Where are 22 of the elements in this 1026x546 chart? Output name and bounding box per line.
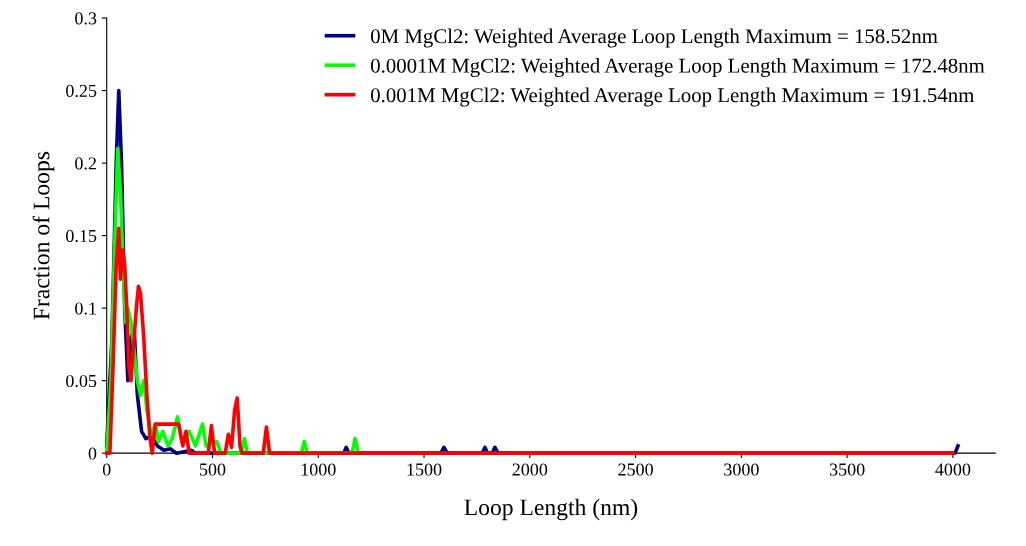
legend-label: 0.0001M MgCl2: Weighted Average Loop Length Maximum = 172.48nm: [371, 58, 985, 78]
x-tick-label: 3500: [829, 463, 865, 476]
y-axis-title: Fraction of Loops: [32, 151, 55, 320]
y-tick-label: 0.25: [66, 84, 97, 98]
y-tick-label: 0.05: [66, 374, 97, 388]
x-tick-label: 500: [199, 463, 226, 476]
legend-label: 0M MgCl2: Weighted Average Loop Length Maximum = 158.52nm: [371, 28, 938, 48]
y-tick-label: 0.1: [75, 302, 96, 315]
x-tick-label: 1000: [301, 463, 336, 476]
y-tick-label: 0.15: [66, 229, 97, 243]
y-tick-label: 0: [88, 447, 97, 460]
x-tick-label: 4000: [935, 463, 971, 476]
x-tick-label: 2500: [618, 463, 653, 476]
x-tick-label: 2000: [512, 463, 548, 476]
y-tick-label: 0.2: [75, 157, 96, 170]
x-axis-title: Loop Length (nm): [464, 498, 638, 521]
line-series: [104, 226, 955, 455]
x-tick-label: 3000: [724, 463, 759, 476]
x-tick-label: 0: [102, 463, 111, 476]
y-tick-label: 0.3: [75, 12, 97, 25]
legend-label: 0.001M MgCl2: Weighted Average Loop Length Maximum = 191.54nm: [371, 87, 975, 107]
x-tick-label: 1500: [407, 463, 442, 476]
